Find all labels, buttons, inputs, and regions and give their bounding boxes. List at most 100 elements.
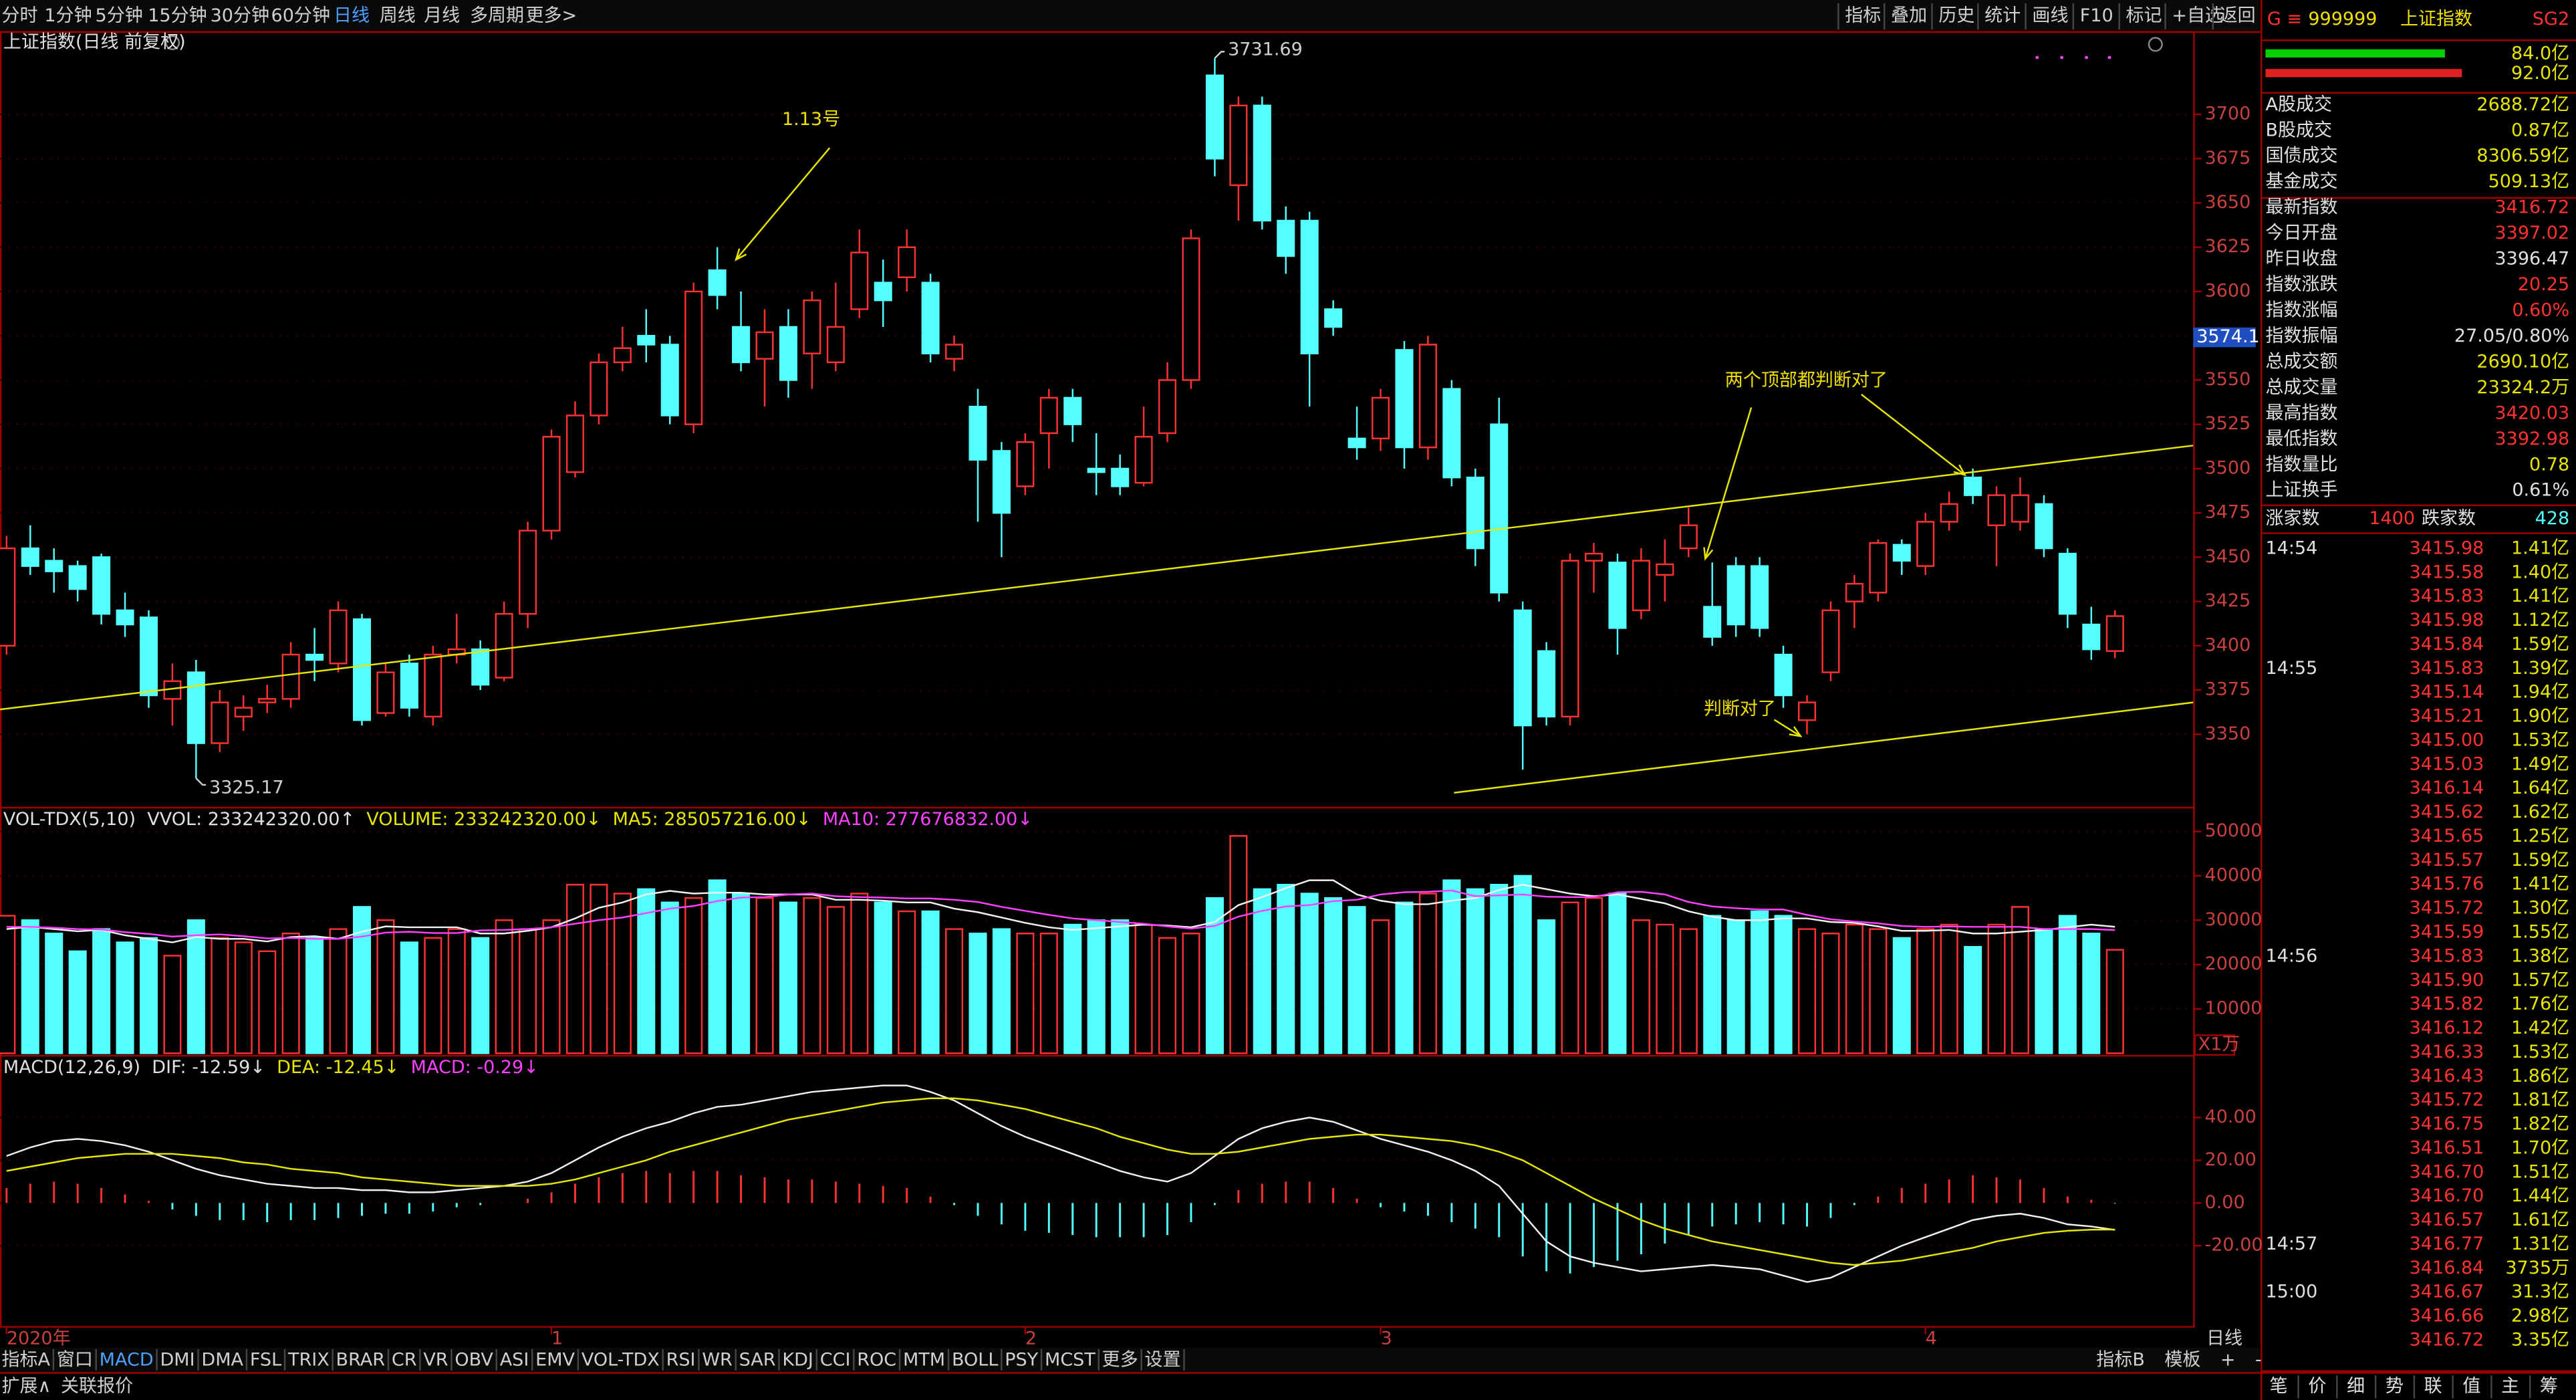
toolbar-item[interactable]: 日线	[334, 5, 370, 26]
indicator-tab[interactable]: BRAR	[336, 1350, 385, 1371]
candle-body	[660, 344, 679, 417]
candle-body	[1584, 552, 1603, 562]
y-tick-label: 40000	[2205, 864, 2263, 885]
sidebar-tab[interactable]: 势	[2386, 1376, 2404, 1397]
indicator-tab[interactable]: ROC	[857, 1350, 896, 1371]
indicator-tab[interactable]: MCST	[1045, 1350, 1096, 1371]
toolbar-item[interactable]: 指标	[1845, 5, 1881, 26]
template-tab[interactable]: +	[2220, 1350, 2236, 1371]
toolbar-item[interactable]: 统计	[1984, 5, 2021, 26]
indicator-tab[interactable]: DMI	[160, 1350, 195, 1371]
indicator-tab[interactable]: MTM	[903, 1350, 945, 1371]
sidebar-tab[interactable]: 笔	[2270, 1376, 2288, 1397]
volume-bar	[1277, 884, 1295, 1054]
sidebar-tab[interactable]: 价	[2308, 1376, 2326, 1397]
indicator-tab[interactable]: OBV	[455, 1350, 493, 1371]
tick-time: 14:57	[2265, 1234, 2317, 1254]
candle-body	[732, 326, 751, 364]
annotation-arrow	[1773, 719, 1801, 737]
toolbar-item[interactable]: 60分钟	[271, 5, 330, 26]
sidebar-tab[interactable]: 筹	[2540, 1376, 2558, 1397]
tick-price: 3416.12	[2410, 1018, 2484, 1038]
indicator-tab[interactable]: KDJ	[782, 1350, 813, 1371]
indicator-tab[interactable]: 指标A	[1, 1350, 50, 1371]
toolbar-item[interactable]: 历史	[1938, 5, 1974, 26]
candle-body	[803, 299, 821, 354]
candle-body	[1347, 437, 1366, 449]
indicator-tab[interactable]: 窗口	[57, 1350, 93, 1371]
toolbar-item[interactable]: 30分钟	[211, 5, 269, 26]
indicator-tab[interactable]: DMA	[201, 1350, 243, 1371]
status-item[interactable]: 关联报价	[61, 1376, 133, 1397]
sidebar-tab[interactable]: 细	[2347, 1376, 2365, 1397]
toolbar-item[interactable]: F10	[2080, 5, 2113, 26]
tick-volume: 1.86亿	[2511, 1066, 2569, 1086]
candle-body	[305, 653, 324, 661]
tick-volume: 1.82亿	[2511, 1114, 2569, 1135]
tick-price: 3415.72	[2410, 1090, 2484, 1111]
candle-body	[969, 405, 987, 461]
indicator-line	[6, 889, 2115, 940]
candle-body	[1869, 542, 1888, 594]
status-item[interactable]: 扩展∧	[1, 1376, 51, 1397]
indicator-tab[interactable]: SAR	[739, 1350, 776, 1371]
arrow-head	[1789, 726, 1803, 737]
candle-body	[1726, 565, 1745, 626]
tick-price: 3416.72	[2410, 1330, 2484, 1351]
toolbar-item[interactable]: 画线	[2032, 5, 2068, 26]
toolbar-item[interactable]: 更多>	[526, 5, 577, 26]
indicator-tab[interactable]: RSI	[666, 1350, 696, 1371]
toolbar-item[interactable]: 月线	[424, 5, 460, 26]
stat-value: 0.60%	[2512, 300, 2569, 321]
indicator-tab[interactable]: ASI	[500, 1350, 529, 1371]
template-tab[interactable]: 模板	[2164, 1350, 2200, 1371]
indicator-header: VVOL: 233242320.00↑	[147, 809, 355, 830]
stat-value: 8306.59亿	[2476, 146, 2569, 166]
candle-body	[1229, 104, 1248, 187]
indicator-tab[interactable]: VOL-TDX	[582, 1350, 660, 1371]
candle-body	[281, 653, 300, 700]
indicator-tab[interactable]: MACD	[100, 1350, 154, 1371]
indicator-tab[interactable]: PSY	[1005, 1350, 1038, 1371]
volume-bar	[1158, 937, 1177, 1054]
indicator-tab[interactable]: CCI	[820, 1350, 851, 1371]
sidebar-tab[interactable]: 主	[2501, 1376, 2519, 1397]
toolbar-item[interactable]: 返回	[2220, 5, 2256, 26]
unit-label: X1万	[2198, 1034, 2240, 1055]
tick-volume: 1.59亿	[2511, 634, 2569, 655]
toolbar-item[interactable]: 标记	[2126, 5, 2162, 26]
toolbar-item[interactable]: 5分钟	[96, 5, 143, 26]
toolbar-item[interactable]: 周线	[380, 5, 416, 26]
panel-icon[interactable]	[2148, 37, 2163, 52]
volume-bar	[329, 928, 348, 1054]
tick-volume: 1.40亿	[2511, 562, 2569, 582]
indicator-tab[interactable]: FSL	[250, 1350, 281, 1371]
candle-body	[1253, 104, 1271, 222]
toolbar-item[interactable]: 多周期	[470, 5, 524, 26]
sidebar-tab[interactable]: 值	[2462, 1376, 2480, 1397]
toolbar-item[interactable]: 叠加	[1891, 5, 1927, 26]
indicator-tab[interactable]: BOLL	[952, 1350, 998, 1371]
candle-body	[519, 530, 537, 615]
sidebar-icon[interactable]: G ≡	[2267, 9, 2302, 29]
template-tab[interactable]: 指标B	[2096, 1350, 2145, 1371]
candle-body	[1892, 544, 1911, 562]
volume-bar	[1797, 928, 1817, 1054]
indicator-tab[interactable]: VR	[423, 1350, 448, 1371]
toolbar-item[interactable]: 分时	[1, 5, 37, 26]
toolbar-item[interactable]: +自选	[2172, 5, 2223, 26]
sidebar-tab[interactable]: 联	[2424, 1376, 2442, 1397]
title-icon[interactable]	[165, 35, 180, 50]
indicator-tab[interactable]: WR	[702, 1350, 732, 1371]
toolbar-item[interactable]: 15分钟	[148, 5, 207, 26]
indicator-tab[interactable]: 更多	[1102, 1350, 1138, 1371]
tick-volume: 1.53亿	[2511, 729, 2569, 750]
indicator-tab[interactable]: TRIX	[287, 1350, 330, 1371]
stat-label: 总成交额	[2265, 351, 2337, 372]
template-tab[interactable]: -	[2255, 1350, 2262, 1371]
volume-bar	[424, 937, 442, 1054]
indicator-tab[interactable]: EMV	[535, 1350, 575, 1371]
indicator-tab[interactable]: CR	[392, 1350, 417, 1371]
toolbar-item[interactable]: 1分钟	[44, 5, 92, 26]
indicator-tab[interactable]: 设置	[1145, 1350, 1181, 1371]
